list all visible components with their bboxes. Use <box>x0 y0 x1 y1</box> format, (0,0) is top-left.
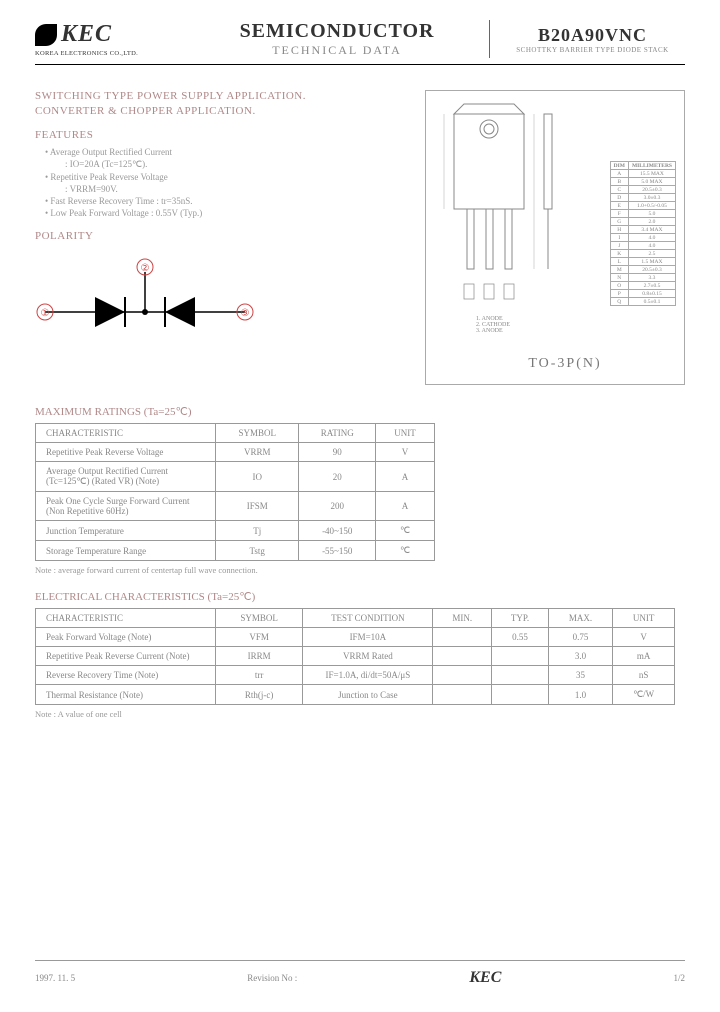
col-header: TEST CONDITION <box>303 609 433 628</box>
feature-item: • Repetitive Peak Reverse Voltage <box>35 172 410 182</box>
logo-mark-icon <box>35 24 57 46</box>
col-header: SYMBOL <box>216 609 303 628</box>
company-logo: KEC <box>35 21 185 48</box>
col-header: CHARACTERISTIC <box>36 609 216 628</box>
col-header: MAX. <box>548 609 613 628</box>
table-row: Repetitive Peak Reverse VoltageVRRM90V <box>36 443 435 462</box>
dim-row: E1.0+0.5/-0.05 <box>610 202 675 210</box>
polarity-svg-icon: ① ② ③ <box>35 252 255 342</box>
part-block: B20A90VNC SCHOTTKY BARRIER TYPE DIODE ST… <box>500 25 685 54</box>
left-column: SWITCHING TYPE POWER SUPPLY APPLICATION.… <box>35 90 410 385</box>
dim-row: O2.7±0.5 <box>610 282 675 290</box>
footer: 1997. 11. 5 Revision No : KEC 1/2 <box>35 960 685 987</box>
part-description: SCHOTTKY BARRIER TYPE DIODE STACK <box>500 46 685 54</box>
logo-block: KEC KOREA ELECTRONICS CO.,LTD. <box>35 21 185 57</box>
table-row: Peak One Cycle Surge Forward Current (No… <box>36 492 435 521</box>
logo-text: KEC <box>61 21 112 48</box>
table-row: Average Output Rectified Current (Tc=125… <box>36 462 435 492</box>
package-drawing: DIMMILLIMETERS A15.5 MAX B5.0 MAX C20.5±… <box>425 90 685 385</box>
pin-labels: 1. ANODE 2. CATHODE 3. ANODE <box>476 316 510 334</box>
polarity-title: POLARITY <box>35 230 410 242</box>
dim-row: A15.5 MAX <box>610 170 675 178</box>
body-top: SWITCHING TYPE POWER SUPPLY APPLICATION.… <box>35 90 685 385</box>
dim-header: MILLIMETERS <box>628 162 675 170</box>
feature-item: : VRRM=90V. <box>35 184 410 194</box>
right-column: DIMMILLIMETERS A15.5 MAX B5.0 MAX C20.5±… <box>425 90 685 385</box>
col-header: UNIT <box>613 609 675 628</box>
feature-item: • Average Output Rectified Current <box>35 147 410 157</box>
col-header: SYMBOL <box>216 424 299 443</box>
table-row: Storage Temperature RangeTstg-55~150℃ <box>36 541 435 561</box>
dim-row: M20.5±0.3 <box>610 266 675 274</box>
col-header: TYP. <box>492 609 549 628</box>
svg-text:③: ③ <box>241 308 250 319</box>
elec-char-section: ELECTRICAL CHARACTERISTICS (Ta=25℃) CHAR… <box>35 590 685 719</box>
doc-title: SEMICONDUCTOR <box>195 20 479 43</box>
feature-item: • Fast Reverse Recovery Time : tr=35nS. <box>35 196 410 206</box>
table-header-row: CHARACTERISTIC SYMBOL RATING UNIT <box>36 424 435 443</box>
feature-item: • Low Peak Forward Voltage : 0.55V (Typ.… <box>35 208 410 218</box>
features-title: FEATURES <box>35 129 410 141</box>
dim-row: N3.3 <box>610 274 675 282</box>
svg-text:①: ① <box>41 308 50 319</box>
max-ratings-section: MAXIMUM RATINGS (Ta=25℃) CHARACTERISTIC … <box>35 405 685 575</box>
svg-text:②: ② <box>141 263 150 274</box>
elec-char-title: ELECTRICAL CHARACTERISTICS (Ta=25℃) <box>35 590 685 603</box>
table-row: Peak Forward Voltage (Note)VFMIFM=10A0.5… <box>36 628 675 647</box>
col-header: CHARACTERISTIC <box>36 424 216 443</box>
feature-item: : IO=20A (Tc=125℃). <box>35 159 410 170</box>
dim-row: K2.5 <box>610 250 675 258</box>
footer-revision: Revision No : <box>247 973 297 983</box>
polarity-diagram: ① ② ③ <box>35 252 410 342</box>
package-type-label: TO-3P(N) <box>436 356 694 372</box>
features-list: • Average Output Rectified Current : IO=… <box>35 147 410 218</box>
doc-title-block: SEMICONDUCTOR TECHNICAL DATA <box>195 20 490 58</box>
dimension-table: DIMMILLIMETERS A15.5 MAX B5.0 MAX C20.5±… <box>610 161 676 306</box>
dim-header: DIM <box>610 162 628 170</box>
col-header: RATING <box>299 424 376 443</box>
dim-row: B5.0 MAX <box>610 178 675 186</box>
table-header-row: CHARACTERISTIC SYMBOL TEST CONDITION MIN… <box>36 609 675 628</box>
pin-label: 3. ANODE <box>476 328 510 334</box>
footer-page: 1/2 <box>673 973 685 983</box>
dim-row: P0.8±0.15 <box>610 290 675 298</box>
application-line2: CONVERTER & CHOPPER APPLICATION. <box>35 105 410 117</box>
max-ratings-table: CHARACTERISTIC SYMBOL RATING UNIT Repeti… <box>35 423 435 561</box>
dim-row: H3.4 MAX <box>610 226 675 234</box>
part-number: B20A90VNC <box>500 25 685 46</box>
dim-row: F5.0 <box>610 210 675 218</box>
dim-row: C20.5±0.3 <box>610 186 675 194</box>
table-row: Reverse Recovery Time (Note)trrIF=1.0A, … <box>36 666 675 685</box>
dim-row: I4.0 <box>610 234 675 242</box>
application-line1: SWITCHING TYPE POWER SUPPLY APPLICATION. <box>35 90 410 102</box>
dim-row: G2.0 <box>610 218 675 226</box>
dim-row: D3.0±0.3 <box>610 194 675 202</box>
max-ratings-note: Note : average forward current of center… <box>35 565 685 575</box>
datasheet-page: KEC KOREA ELECTRONICS CO.,LTD. SEMICONDU… <box>0 0 720 1012</box>
dim-row: L1.5 MAX <box>610 258 675 266</box>
footer-date: 1997. 11. 5 <box>35 973 75 983</box>
col-header: MIN. <box>433 609 492 628</box>
elec-char-table: CHARACTERISTIC SYMBOL TEST CONDITION MIN… <box>35 608 675 705</box>
package-outline-icon <box>434 99 564 309</box>
dim-row: Q0.5±0.1 <box>610 298 675 306</box>
header: KEC KOREA ELECTRONICS CO.,LTD. SEMICONDU… <box>35 20 685 65</box>
table-row: Repetitive Peak Reverse Current (Note)IR… <box>36 647 675 666</box>
table-row: Junction TemperatureTj-40~150℃ <box>36 521 435 541</box>
col-header: UNIT <box>376 424 435 443</box>
dim-row: J4.0 <box>610 242 675 250</box>
table-row: Thermal Resistance (Note)Rth(j-c)Junctio… <box>36 685 675 705</box>
company-name: KOREA ELECTRONICS CO.,LTD. <box>35 50 185 57</box>
max-ratings-title: MAXIMUM RATINGS (Ta=25℃) <box>35 405 685 418</box>
footer-logo: KEC <box>469 969 501 987</box>
elec-char-note: Note : A value of one cell <box>35 709 685 719</box>
doc-subtitle: TECHNICAL DATA <box>195 43 479 58</box>
